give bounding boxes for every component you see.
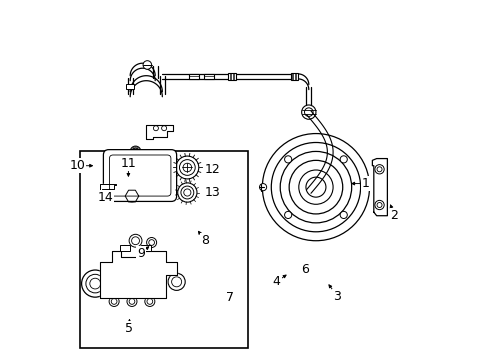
Circle shape <box>262 134 369 241</box>
Text: 7: 7 <box>226 291 234 305</box>
Text: 12: 12 <box>204 163 220 176</box>
Bar <box>228 73 236 80</box>
Circle shape <box>284 211 291 219</box>
Circle shape <box>144 296 155 306</box>
Circle shape <box>109 296 119 306</box>
Bar <box>120 245 130 251</box>
FancyBboxPatch shape <box>109 155 171 196</box>
Circle shape <box>340 211 346 219</box>
Text: 14: 14 <box>97 192 113 204</box>
Text: 4: 4 <box>272 275 280 288</box>
Circle shape <box>288 160 342 214</box>
Circle shape <box>284 156 291 163</box>
Circle shape <box>280 152 351 223</box>
Text: 13: 13 <box>204 186 220 199</box>
Circle shape <box>301 105 315 119</box>
Text: 2: 2 <box>390 209 398 222</box>
Text: 8: 8 <box>201 234 209 247</box>
Circle shape <box>130 146 141 157</box>
Circle shape <box>81 270 108 297</box>
Bar <box>203 73 213 79</box>
Text: 11: 11 <box>120 157 136 170</box>
Bar <box>125 84 134 89</box>
Circle shape <box>143 61 151 69</box>
Text: 9: 9 <box>137 247 144 260</box>
Circle shape <box>298 170 332 204</box>
Text: 5: 5 <box>125 322 133 335</box>
Text: 6: 6 <box>301 263 308 276</box>
Circle shape <box>181 186 193 199</box>
Text: 3: 3 <box>333 289 341 303</box>
Circle shape <box>146 238 156 248</box>
Circle shape <box>340 156 346 163</box>
Bar <box>290 73 298 80</box>
Circle shape <box>129 234 142 247</box>
Circle shape <box>374 201 384 210</box>
Circle shape <box>304 108 312 116</box>
Circle shape <box>168 273 185 291</box>
Circle shape <box>259 184 266 191</box>
Bar <box>189 73 199 79</box>
Circle shape <box>127 154 143 170</box>
Circle shape <box>374 165 384 174</box>
Bar <box>80 152 247 348</box>
Circle shape <box>86 274 104 293</box>
Circle shape <box>271 143 360 232</box>
Polygon shape <box>146 125 173 139</box>
FancyBboxPatch shape <box>103 150 176 202</box>
Circle shape <box>176 156 198 179</box>
Circle shape <box>179 159 195 175</box>
Circle shape <box>305 177 325 197</box>
Text: 1: 1 <box>361 177 369 190</box>
Polygon shape <box>100 251 176 298</box>
Bar <box>141 245 151 251</box>
Circle shape <box>126 190 138 202</box>
Circle shape <box>127 296 137 306</box>
Circle shape <box>177 183 197 202</box>
Polygon shape <box>372 158 386 216</box>
Text: 10: 10 <box>69 159 85 172</box>
Polygon shape <box>100 184 116 190</box>
